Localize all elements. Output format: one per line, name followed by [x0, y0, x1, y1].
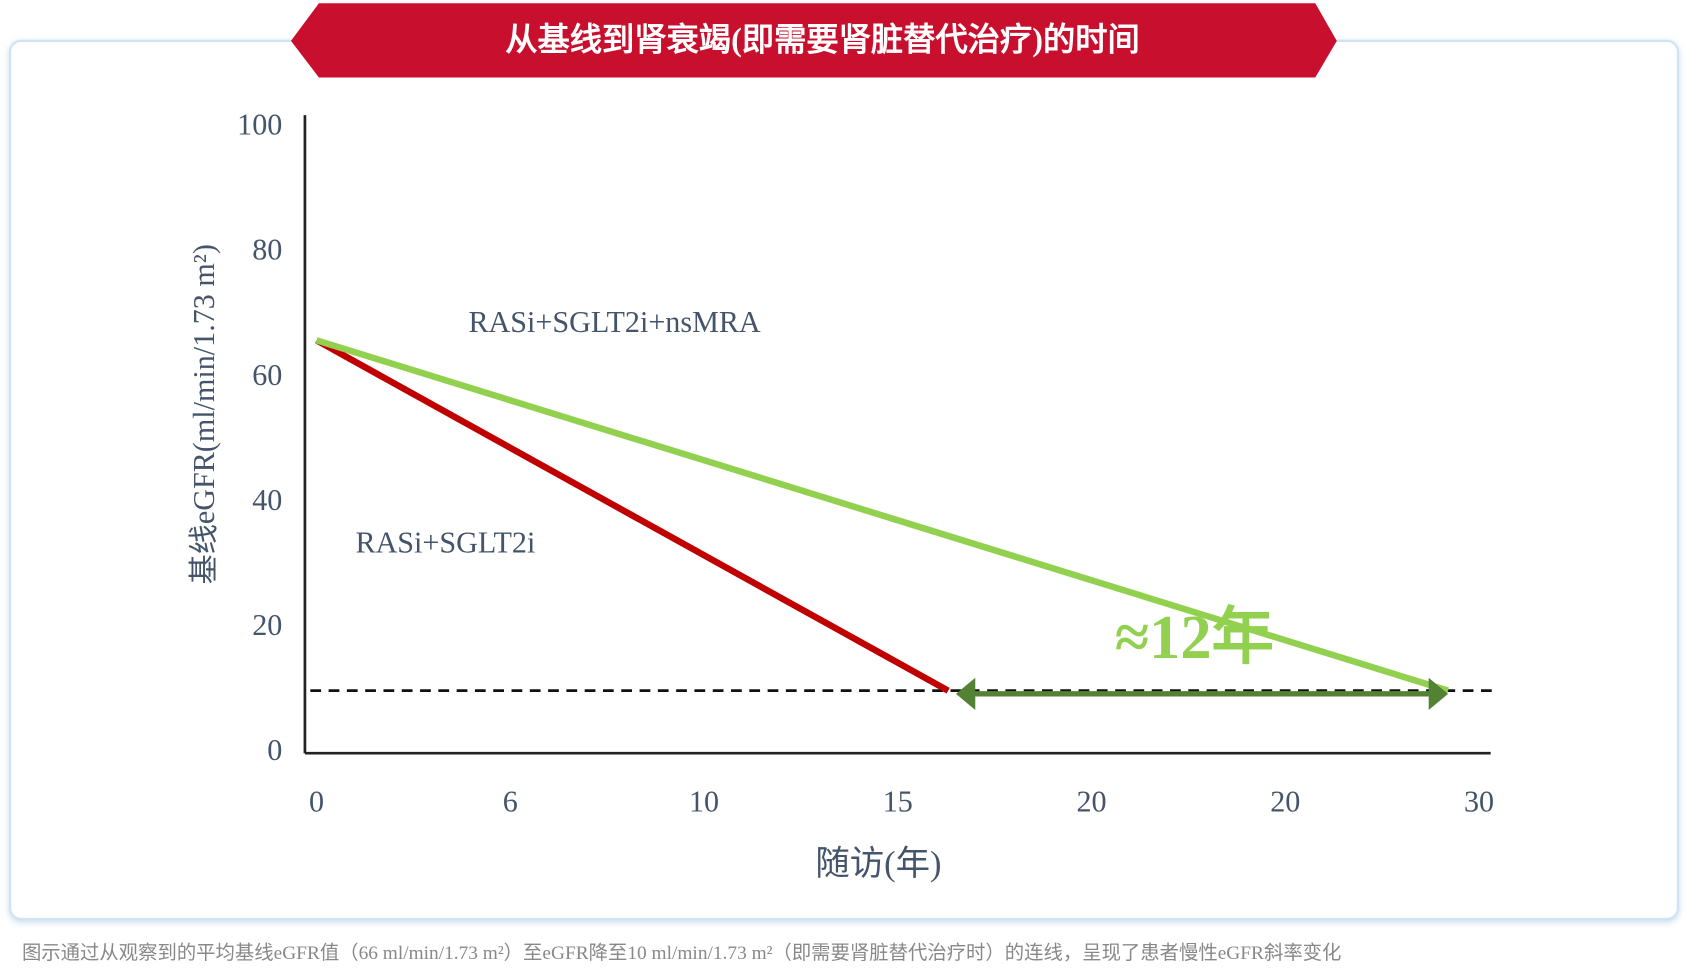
series-line	[315, 337, 1450, 694]
x-tick-label: 6	[503, 785, 518, 819]
y-tick-label: 100	[237, 108, 282, 142]
series-label: RASi+SGLT2i+nsMRA	[468, 305, 760, 339]
x-tick-label: 20	[1270, 785, 1300, 819]
series-line	[314, 337, 950, 694]
title-banner	[290, 3, 1337, 78]
y-tick-label: 20	[252, 608, 282, 642]
y-tick-label: 80	[252, 233, 282, 267]
arrow-head	[1428, 677, 1449, 711]
y-tick-label: 40	[252, 483, 282, 517]
arrow-head	[955, 677, 976, 711]
y-tick-label: 60	[252, 358, 282, 392]
x-tick-label: 0	[309, 785, 324, 819]
chart-title: 从基线到肾衰竭(即需要肾脏替代治疗)的时间	[505, 21, 1140, 57]
y-tick-label: 0	[267, 733, 282, 767]
x-tick-label: 20	[1076, 785, 1106, 819]
x-axis-label: 随访(年)	[815, 845, 941, 883]
card	[9, 39, 1679, 920]
series-label: RASi+SGLT2i	[356, 525, 536, 559]
x-tick-label: 15	[883, 785, 913, 819]
y-axis-label: 基线eGFR(ml/min/1.73 m²)	[187, 244, 221, 584]
x-tick-label: 30	[1464, 785, 1494, 819]
caption: 图示通过从观察到的平均基线eGFR值（66 ml/min/1.73 m²）至eG…	[22, 942, 1341, 964]
x-tick-label: 10	[689, 785, 719, 819]
annotation-label: ≈12年	[1115, 603, 1274, 672]
